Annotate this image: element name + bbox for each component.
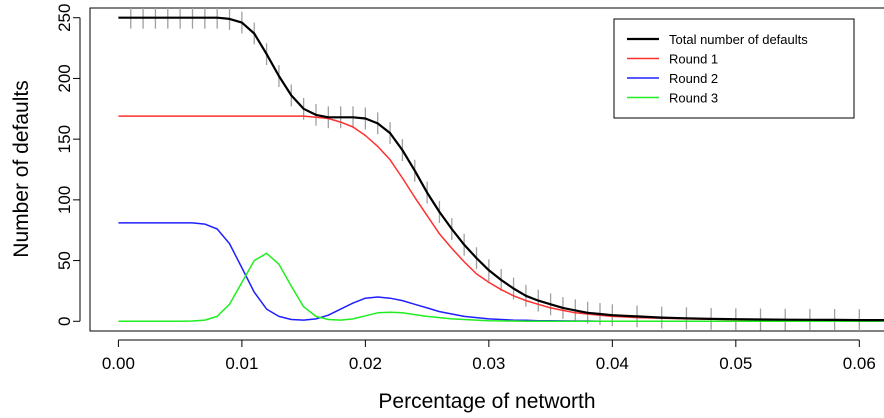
x-tick-label: 0.02 (349, 354, 382, 373)
x-tick-label: 0.04 (596, 354, 629, 373)
y-tick-label: 200 (55, 64, 74, 92)
y-tick-label: 150 (55, 125, 74, 153)
series-line-total-number-of-defaults (118, 16, 884, 322)
legend-box (613, 18, 855, 119)
y-tick-label: 0 (55, 317, 74, 326)
x-tick-label: 0.01 (225, 354, 258, 373)
y-axis-title: Number of defaults (10, 80, 33, 257)
y-tick-label: 50 (55, 251, 74, 270)
x-axis-title: Percentage of networth (378, 390, 595, 413)
x-tick-label: 0.00 (102, 354, 135, 373)
y-axis: 0 50 100 150 200 250 (55, 4, 81, 326)
plot-frame (89, 7, 884, 332)
series-line-round-3 (118, 252, 884, 323)
legend-label: Total number of defaults (669, 32, 808, 47)
x-tick-label: 0.05 (719, 354, 752, 373)
x-axis: 0.00 0.01 0.02 0.03 0.04 0.05 0.06 (102, 339, 876, 373)
plot-area (89, 7, 884, 332)
y-tick-label: 250 (55, 4, 74, 32)
series-line-round-1 (118, 115, 884, 321)
legend-label: Round 3 (669, 91, 718, 106)
y-tick-label: 100 (55, 186, 74, 214)
x-tick-label: 0.06 (843, 354, 876, 373)
legend-label: Round 1 (669, 52, 718, 67)
x-tick-label: 0.03 (472, 354, 505, 373)
legend-label: Round 2 (669, 71, 718, 86)
legend: Total number of defaults Round 1 Round 2 Ro… (613, 18, 855, 119)
